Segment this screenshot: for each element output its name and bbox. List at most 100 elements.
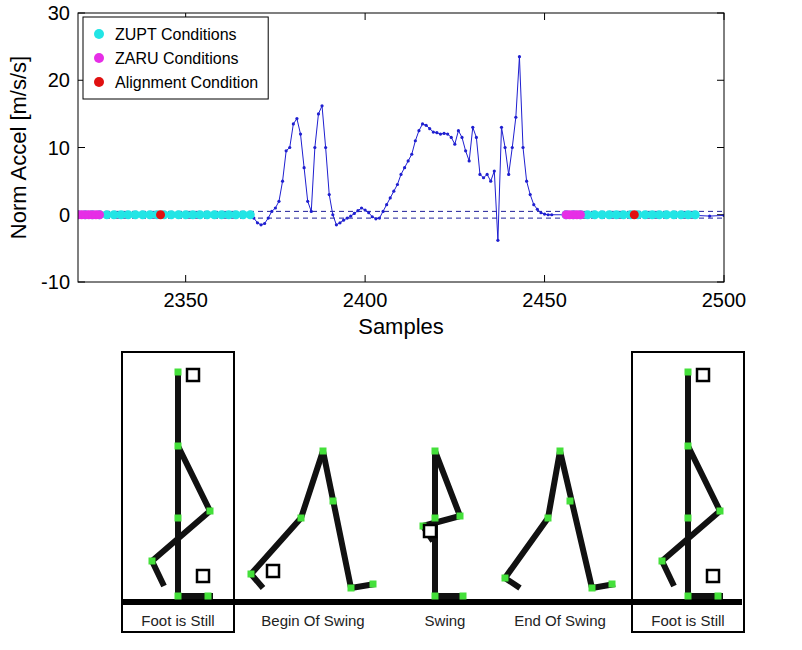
phase-label: End Of Swing: [514, 612, 606, 629]
accel-point: [313, 146, 316, 149]
phase-label: Swing: [425, 612, 466, 629]
x-tick-label: 2450: [522, 289, 567, 311]
joint: [457, 513, 464, 520]
stick-figure: [149, 369, 214, 600]
accel-point: [310, 210, 313, 213]
accel-point: [493, 169, 496, 172]
accel-point: [335, 223, 338, 226]
legend-marker: [94, 29, 104, 39]
y-tick: [78, 147, 85, 148]
joint: [330, 498, 337, 505]
accel-point: [342, 219, 345, 222]
joint: [685, 369, 692, 376]
joint: [685, 593, 692, 600]
accel-point: [475, 136, 478, 139]
accel-point: [381, 210, 384, 213]
accel-point: [385, 203, 388, 206]
accel-point: [331, 213, 334, 216]
accel-point: [281, 180, 284, 183]
x-tick: [185, 275, 186, 282]
accel-point: [403, 166, 406, 169]
legend: ZUPT ConditionsZARU ConditionsAlignment …: [83, 17, 268, 99]
accel-point: [435, 131, 438, 134]
limb: [423, 451, 460, 541]
accel-point: [267, 217, 270, 220]
accel-point: [256, 221, 259, 224]
condition-point: [95, 210, 104, 219]
accel-point: [270, 210, 273, 213]
accel-point: [346, 217, 349, 220]
accel-point: [399, 173, 402, 176]
limb: [685, 372, 691, 596]
legend-label: ZARU Conditions: [115, 50, 239, 67]
x-tick-label: 2400: [343, 289, 388, 311]
x-tick: [365, 275, 366, 282]
accel-point: [460, 136, 463, 139]
accel-point: [364, 208, 367, 211]
gait-diagram: Foot is Still Begin Of Swing Swing End Of S…: [122, 352, 744, 632]
joint: [432, 593, 439, 600]
y-tick: [717, 80, 724, 81]
accel-point: [547, 213, 550, 216]
accel-point: [396, 183, 399, 186]
sensor: [187, 369, 199, 381]
joint: [175, 593, 182, 600]
joint: [557, 448, 564, 455]
accel-point: [464, 149, 467, 152]
accel-point: [285, 149, 288, 152]
accel-point: [371, 215, 374, 218]
limb: [152, 446, 210, 586]
accel-point: [263, 222, 266, 225]
limb: [178, 593, 213, 599]
joint: [175, 515, 182, 522]
limb: [662, 446, 720, 586]
phase-label: Begin Of Swing: [261, 612, 364, 629]
joint: [320, 448, 327, 455]
joint: [207, 508, 214, 515]
joint: [298, 515, 305, 522]
condition-point: [246, 210, 255, 219]
legend-marker: [94, 77, 104, 87]
accel-point: [324, 146, 327, 149]
accel-point: [450, 136, 453, 139]
legend-marker: [94, 53, 104, 63]
sensor: [697, 369, 709, 381]
condition-point: [95, 210, 104, 219]
joint: [589, 585, 596, 592]
accel-point: [306, 200, 309, 203]
accel-point: [360, 206, 363, 209]
accel-point: [471, 126, 474, 129]
limb: [175, 372, 181, 596]
accel-point: [511, 146, 514, 149]
sensor: [197, 570, 209, 582]
y-tick-label: 30: [48, 2, 70, 24]
accel-point: [507, 173, 510, 176]
accel-point: [299, 132, 302, 135]
accel-point: [292, 122, 295, 125]
accel-point: [414, 139, 417, 142]
phase-label: Foot is Still: [651, 612, 724, 629]
accel-point: [356, 209, 359, 212]
accel-point: [392, 190, 395, 193]
accel-point: [338, 221, 341, 224]
x-tick-label: 2500: [702, 289, 747, 311]
ground: [122, 599, 742, 605]
stick-figure: [502, 448, 616, 592]
accel-point: [317, 112, 320, 115]
accel-point: [503, 146, 506, 149]
condition-point: [576, 210, 585, 219]
accel-point: [378, 217, 381, 220]
accel-point: [525, 180, 528, 183]
accel-point: [446, 132, 449, 135]
figure: -1001020302350240024502500SamplesNorm Ac…: [0, 0, 802, 650]
limb: [560, 451, 615, 588]
accel-point: [274, 206, 277, 209]
condition-point: [630, 210, 639, 219]
joint: [205, 593, 212, 600]
y-tick-label: 10: [48, 137, 70, 159]
accel-line: [78, 57, 724, 241]
accel-point: [417, 129, 420, 132]
joint: [685, 515, 692, 522]
phase-label: Foot is Still: [141, 612, 214, 629]
joint: [432, 448, 439, 455]
